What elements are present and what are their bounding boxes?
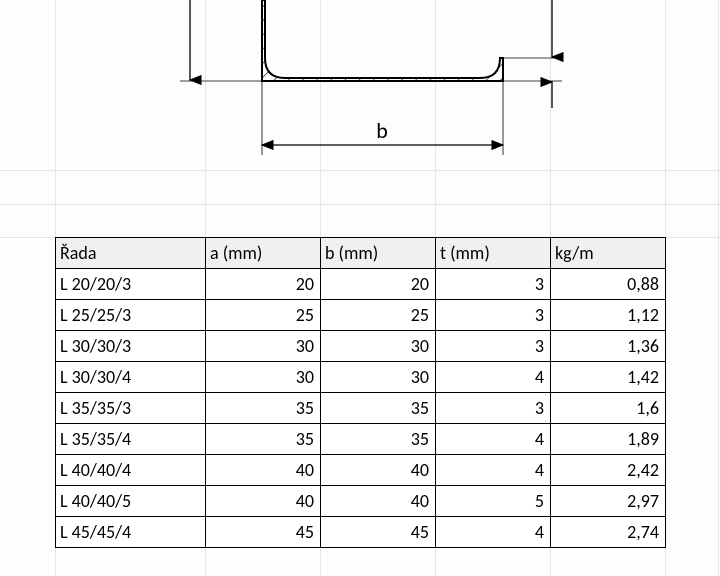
cell-value: 5 [436,486,551,517]
cell-value: 2,42 [551,455,666,486]
cell-value: 45 [321,517,436,548]
table-row: L 45/45/4454542,74 [56,517,666,548]
cell-name: L 30/30/4 [56,362,206,393]
cell-value: 35 [321,393,436,424]
profiles-table: Řada a (mm) b (mm) t (mm) kg/m L 20/20/3… [55,237,665,548]
cell-value: 2,97 [551,486,666,517]
col-a: a (mm) [206,238,321,269]
cell-value: 4 [436,455,551,486]
cell-value: 40 [321,455,436,486]
cell-value: 25 [206,300,321,331]
cell-value: 1,42 [551,362,666,393]
cell-value: 1,6 [551,393,666,424]
cell-value: 40 [206,455,321,486]
cell-value: 1,89 [551,424,666,455]
angle-profile-diagram: b [170,0,570,165]
cell-name: L 40/40/4 [56,455,206,486]
cell-value: 20 [321,269,436,300]
cell-value: 4 [436,362,551,393]
table-row: L 30/30/3303031,36 [56,331,666,362]
cell-value: 1,36 [551,331,666,362]
cell-value: 30 [206,331,321,362]
table-row: L 35/35/3353531,6 [56,393,666,424]
col-b: b (mm) [321,238,436,269]
cell-name: L 45/45/4 [56,517,206,548]
cell-value: 3 [436,269,551,300]
diagram-label-b: b [376,117,388,144]
table-row: L 35/35/4353541,89 [56,424,666,455]
cell-value: 35 [321,424,436,455]
cell-value: 4 [436,517,551,548]
col-rada: Řada [56,238,206,269]
cell-value: 45 [206,517,321,548]
cell-name: L 40/40/5 [56,486,206,517]
cell-value: 25 [321,300,436,331]
cell-value: 0,88 [551,269,666,300]
cell-name: L 35/35/3 [56,393,206,424]
cell-value: 30 [321,331,436,362]
cell-name: L 35/35/4 [56,424,206,455]
cell-value: 30 [206,362,321,393]
cell-value: 40 [206,486,321,517]
table-row: L 30/30/4303041,42 [56,362,666,393]
cell-value: 2,74 [551,517,666,548]
cell-value: 3 [436,300,551,331]
table-row: L 20/20/3202030,88 [56,269,666,300]
cell-value: 3 [436,393,551,424]
cell-value: 35 [206,393,321,424]
cell-value: 30 [321,362,436,393]
col-t: t (mm) [436,238,551,269]
cell-name: L 20/20/3 [56,269,206,300]
cell-value: 40 [321,486,436,517]
table-header-row: Řada a (mm) b (mm) t (mm) kg/m [56,238,666,269]
angle-profile-table: Řada a (mm) b (mm) t (mm) kg/m L 20/20/3… [55,237,666,548]
cell-value: 35 [206,424,321,455]
cell-value: 20 [206,269,321,300]
col-kgm: kg/m [551,238,666,269]
table-row: L 40/40/5404052,97 [56,486,666,517]
cell-value: 4 [436,424,551,455]
cell-name: L 30/30/3 [56,331,206,362]
table-row: L 40/40/4404042,42 [56,455,666,486]
cell-name: L 25/25/3 [56,300,206,331]
table-row: L 25/25/3252531,12 [56,300,666,331]
cell-value: 1,12 [551,300,666,331]
cell-value: 3 [436,331,551,362]
